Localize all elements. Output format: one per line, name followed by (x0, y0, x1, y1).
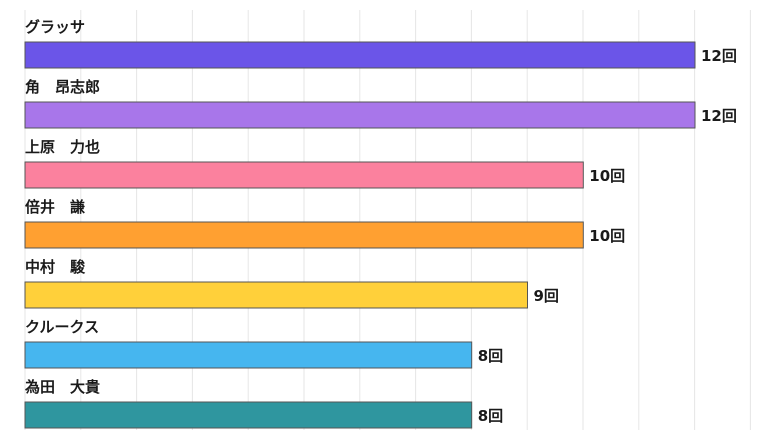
bar (24, 341, 473, 369)
bar (24, 41, 696, 69)
value-label: 9回 (534, 287, 559, 305)
value-label: 12回 (701, 107, 737, 125)
category-label: 角 昂志郎 (25, 78, 100, 96)
category-label: グラッサ (25, 18, 85, 36)
value-label: 10回 (589, 167, 625, 185)
bar (24, 101, 696, 129)
bar (24, 401, 473, 429)
bar (24, 161, 584, 189)
value-label: 8回 (478, 347, 503, 365)
category-label: 上原 力也 (25, 138, 100, 156)
value-label: 10回 (589, 227, 625, 245)
value-label: 12回 (701, 47, 737, 65)
bar (24, 281, 528, 309)
value-label: 8回 (478, 407, 503, 425)
category-label: 為田 大貴 (24, 378, 100, 396)
category-label: クルークス (25, 318, 99, 336)
bar (24, 221, 584, 249)
category-label: 倍井 謙 (25, 198, 85, 216)
gridlines (24, 10, 751, 430)
category-label: 中村 駿 (25, 258, 86, 276)
